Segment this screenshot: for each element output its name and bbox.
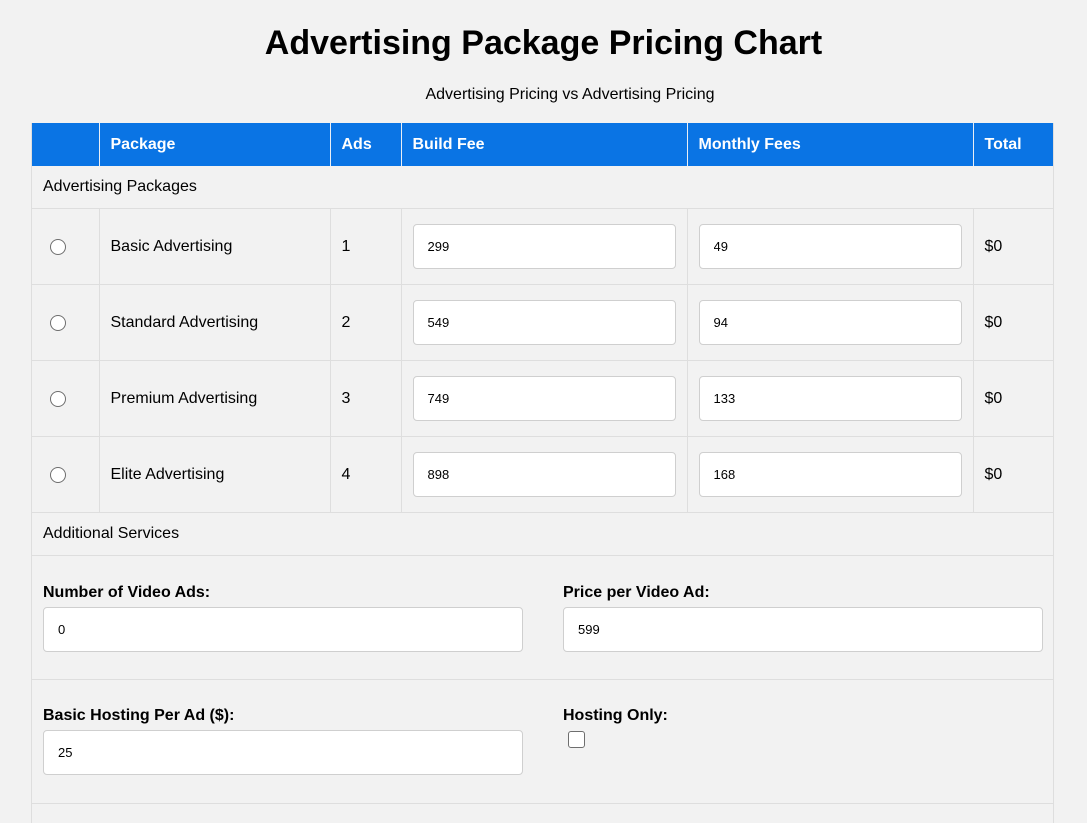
total-cell: $0 (973, 284, 1053, 361)
monthly-fee-input[interactable] (698, 452, 962, 497)
page-subtitle: Advertising Pricing vs Advertising Prici… (425, 86, 715, 103)
pricing-container: Package Ads Build Fee Monthly Fees Total… (31, 123, 1054, 823)
section-row-packages: Advertising Packages (32, 166, 1053, 209)
ads-cell: 1 (330, 208, 402, 285)
table-row: Basic Advertising 1 $0 (32, 208, 1053, 285)
build-fee-cell (401, 360, 688, 437)
package-name-cell: Premium Advertising (99, 360, 331, 437)
package-radio-elite[interactable] (50, 466, 66, 483)
section-label-additional: Additional Services (32, 512, 1053, 556)
hosting-label: Basic Hosting Per Ad ($): (43, 707, 235, 724)
package-name: Elite Advertising (110, 466, 225, 483)
header-package: Package (99, 123, 331, 166)
monthly-fee-input[interactable] (698, 376, 962, 421)
header-monthly-fees: Monthly Fees (687, 123, 974, 166)
hosting-input[interactable] (43, 730, 523, 775)
ads-count: 3 (341, 390, 351, 407)
build-fee-cell (401, 284, 688, 361)
build-fee-cell (401, 208, 688, 285)
section-row-additional: Additional Services (32, 512, 1053, 556)
ads-cell: 2 (330, 284, 402, 361)
hosting-only-checkbox[interactable] (568, 731, 585, 748)
total-cell: $0 (973, 436, 1053, 513)
select-cell (32, 208, 100, 285)
package-radio-basic[interactable] (50, 238, 66, 255)
package-name-cell: Elite Advertising (99, 436, 331, 513)
total-cell: $0 (973, 208, 1053, 285)
table-header-row: Package Ads Build Fee Monthly Fees Total (32, 123, 1053, 166)
package-name-cell: Basic Advertising (99, 208, 331, 285)
hosting-services-block: Basic Hosting Per Ad ($): Hosting Only: (32, 680, 1053, 804)
build-fee-input[interactable] (412, 300, 676, 345)
video-ads-input[interactable] (43, 607, 523, 652)
total-cell: $0 (973, 360, 1053, 437)
pricing-table: Package Ads Build Fee Monthly Fees Total… (32, 123, 1053, 556)
total-value: $0 (984, 238, 1003, 255)
monthly-fee-cell (687, 284, 974, 361)
hosting-only-label: Hosting Only: (563, 707, 668, 724)
monthly-fee-input[interactable] (698, 224, 962, 269)
total-value: $0 (984, 314, 1003, 331)
package-radio-premium[interactable] (50, 390, 66, 407)
build-fee-cell (401, 436, 688, 513)
package-name: Standard Advertising (110, 314, 259, 331)
build-fee-input[interactable] (412, 452, 676, 497)
price-per-video-input[interactable] (563, 607, 1043, 652)
video-ads-field: Number of Video Ads: (43, 583, 523, 652)
total-value: $0 (984, 466, 1003, 483)
ads-count: 1 (341, 238, 351, 255)
monthly-fee-cell (687, 208, 974, 285)
table-row: Premium Advertising 3 $0 (32, 360, 1053, 437)
ads-count: 2 (341, 314, 351, 331)
total-value: $0 (984, 390, 1003, 407)
section-label-packages: Advertising Packages (32, 166, 1053, 209)
build-fee-input[interactable] (412, 224, 676, 269)
ads-count: 4 (341, 466, 351, 483)
package-radio-standard[interactable] (50, 314, 66, 331)
price-per-video-label: Price per Video Ad: (563, 584, 710, 601)
hosting-field: Basic Hosting Per Ad ($): (43, 706, 523, 775)
monthly-fee-input[interactable] (698, 300, 962, 345)
monthly-fee-cell (687, 436, 974, 513)
price-per-video-field: Price per Video Ad: (563, 583, 1043, 652)
build-fee-input[interactable] (412, 376, 676, 421)
header-ads: Ads (330, 123, 402, 166)
header-select (32, 123, 100, 166)
package-name: Basic Advertising (110, 238, 233, 255)
table-row: Standard Advertising 2 $0 (32, 284, 1053, 361)
select-cell (32, 436, 100, 513)
ads-cell: 4 (330, 436, 402, 513)
table-row: Elite Advertising 4 $0 (32, 436, 1053, 513)
monthly-fee-cell (687, 360, 974, 437)
header-build-fee: Build Fee (401, 123, 688, 166)
package-name: Premium Advertising (110, 390, 258, 407)
page-title: Advertising Package Pricing Chart (264, 24, 823, 62)
select-cell (32, 360, 100, 437)
header-total: Total (973, 123, 1053, 166)
ads-cell: 3 (330, 360, 402, 437)
video-services-block: Number of Video Ads: Price per Video Ad: (32, 556, 1053, 680)
hosting-only-field: Hosting Only: (563, 706, 1043, 748)
select-cell (32, 284, 100, 361)
video-ads-label: Number of Video Ads: (43, 584, 211, 601)
package-name-cell: Standard Advertising (99, 284, 331, 361)
